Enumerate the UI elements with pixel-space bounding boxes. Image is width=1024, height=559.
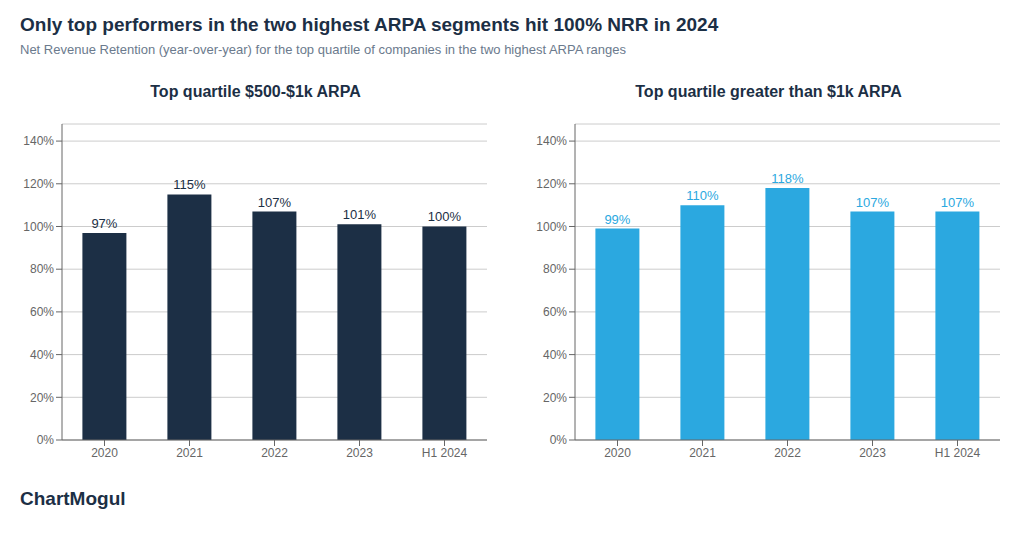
svg-text:40%: 40% [543,348,567,362]
svg-text:107%: 107% [856,195,890,210]
html-text:ChartMogul: ChartMogul [20,488,126,509]
html-text:Top quartile $500-$1k ARPA: Top quartile $500-$1k ARPA [150,83,361,100]
svg-text:2023: 2023 [859,446,886,460]
svg-text:2023: 2023 [346,446,373,460]
svg-text:40%: 40% [30,348,54,362]
svg-text:2020: 2020 [91,446,118,460]
svg-text:140%: 140% [23,134,54,148]
svg-text:100%: 100% [536,220,567,234]
svg-text:97%: 97% [91,216,117,231]
html-text:Only top performers in the two: Only top performers in the two highest A… [20,14,719,35]
svg-text:20%: 20% [30,391,54,405]
svg-text:101%: 101% [343,207,377,222]
html-text:Top quartile greater than $1k: Top quartile greater than $1k ARPA [635,83,902,100]
svg-text:120%: 120% [536,177,567,191]
svg-text:107%: 107% [258,195,292,210]
svg-text:100%: 100% [428,209,462,224]
svg-text:0%: 0% [550,433,568,447]
svg-text:2021: 2021 [176,446,203,460]
svg-text:100%: 100% [23,220,54,234]
svg-text:80%: 80% [543,262,567,276]
svg-text:99%: 99% [604,212,630,227]
svg-text:80%: 80% [30,262,54,276]
svg-text:107%: 107% [941,195,975,210]
svg-text:110%: 110% [686,188,719,203]
svg-text:H1 2024: H1 2024 [422,446,468,460]
svg-text:120%: 120% [23,177,54,191]
svg-text:0%: 0% [37,433,55,447]
svg-text:H1 2024: H1 2024 [935,446,981,460]
svg-text:140%: 140% [536,134,567,148]
svg-text:2021: 2021 [689,446,716,460]
svg-text:2020: 2020 [604,446,631,460]
svg-text:60%: 60% [30,305,54,319]
svg-text:20%: 20% [543,391,567,405]
svg-text:118%: 118% [771,171,804,186]
svg-text:2022: 2022 [774,446,801,460]
svg-text:60%: 60% [543,305,567,319]
svg-text:115%: 115% [173,177,206,192]
html-text:Net Revenue Retention (year-ov: Net Revenue Retention (year-over-year) f… [20,42,626,57]
svg-text:2022: 2022 [261,446,288,460]
